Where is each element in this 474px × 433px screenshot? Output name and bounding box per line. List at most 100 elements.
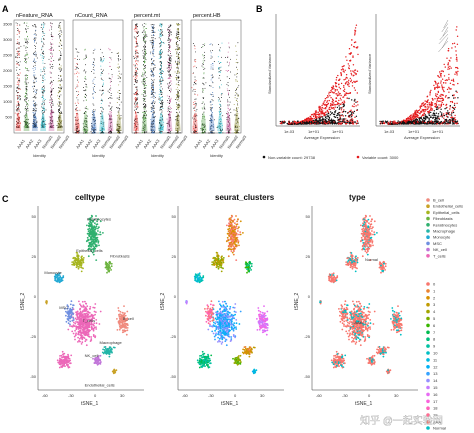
data-point: [85, 54, 87, 56]
data-point: [137, 52, 139, 54]
data-point: [100, 103, 102, 105]
data-point: [202, 91, 204, 93]
data-point: [218, 97, 220, 99]
data-point: [24, 95, 26, 97]
data-point: [153, 31, 155, 33]
data-point: [17, 125, 19, 126]
data-point: [168, 67, 170, 69]
data-point: [42, 99, 44, 101]
data-point: [27, 108, 29, 110]
data-point: [102, 127, 104, 129]
data-point: [76, 59, 78, 60]
data-point: [176, 104, 178, 105]
data-point: [33, 38, 35, 40]
data-point: [43, 121, 45, 123]
data-point: [145, 110, 147, 112]
data-point: [237, 107, 239, 109]
data-point: [227, 101, 229, 103]
data-point: [229, 78, 231, 79]
data-point: [228, 61, 230, 63]
data-point: [44, 89, 46, 91]
data-point: [79, 58, 80, 60]
data-point: [101, 59, 103, 61]
data-point: [16, 84, 18, 86]
data-point: [135, 28, 137, 30]
data-point: [108, 77, 110, 79]
gene-point: [344, 115, 347, 117]
data-point: [20, 111, 21, 113]
data-point: [59, 108, 61, 110]
data-point: [101, 123, 103, 125]
data-point: [18, 105, 20, 107]
data-point: [153, 34, 154, 36]
data-point: [93, 66, 95, 68]
group-label: AAA1: [75, 138, 85, 150]
data-point: [144, 103, 146, 104]
data-point: [141, 75, 142, 77]
data-point: [168, 48, 170, 49]
data-point: [34, 38, 36, 40]
data-point: [76, 117, 78, 119]
data-point: [109, 49, 111, 51]
data-point: [218, 110, 220, 112]
data-point: [143, 31, 145, 33]
data-point: [144, 35, 146, 37]
gene-point: [345, 82, 347, 84]
data-point: [23, 58, 25, 59]
data-point: [176, 97, 178, 99]
data-point: [137, 61, 139, 63]
data-point: [159, 81, 161, 83]
data-point: [101, 61, 103, 63]
data-point: [135, 132, 137, 134]
data-point: [227, 90, 229, 92]
data-point: [59, 70, 61, 72]
gene-point: [348, 79, 350, 82]
gene-point: [346, 83, 349, 86]
data-point: [51, 102, 53, 104]
data-point: [151, 71, 153, 73]
gene-point: [350, 80, 352, 83]
data-point: [85, 124, 86, 126]
data-point: [101, 86, 103, 87]
data-point: [60, 110, 62, 112]
gene-point: [346, 59, 348, 61]
data-point: [227, 105, 229, 107]
data-point: [34, 113, 36, 115]
data-point: [25, 54, 27, 56]
data-point: [197, 94, 199, 96]
data-point: [60, 43, 62, 45]
data-point: [161, 88, 163, 90]
violin-shape: [90, 112, 97, 131]
data-point: [205, 82, 207, 84]
data-point: [33, 59, 35, 61]
data-point: [194, 89, 196, 91]
data-point: [210, 43, 212, 45]
data-point: [176, 63, 178, 65]
data-point: [161, 90, 163, 92]
data-point: [41, 119, 43, 121]
data-point: [194, 83, 196, 85]
data-point: [41, 49, 43, 51]
data-point: [202, 97, 204, 99]
data-point: [32, 110, 34, 112]
data-point: [177, 34, 179, 36]
data-point: [17, 97, 19, 99]
data-point: [150, 53, 151, 55]
data-point: [137, 106, 139, 108]
data-point: [76, 84, 78, 86]
data-point: [42, 45, 44, 47]
data-point: [136, 99, 138, 100]
data-point: [50, 126, 52, 128]
data-point: [86, 57, 88, 59]
x-axis-label: Identity: [92, 153, 105, 158]
data-point: [143, 90, 144, 92]
gene-point: [331, 119, 333, 122]
data-point: [136, 33, 138, 35]
gene-point: [355, 101, 357, 104]
data-point: [209, 93, 211, 95]
data-point: [179, 105, 181, 107]
data-point: [101, 90, 103, 92]
data-point: [177, 95, 179, 97]
data-point: [178, 103, 180, 105]
data-point: [166, 67, 168, 69]
